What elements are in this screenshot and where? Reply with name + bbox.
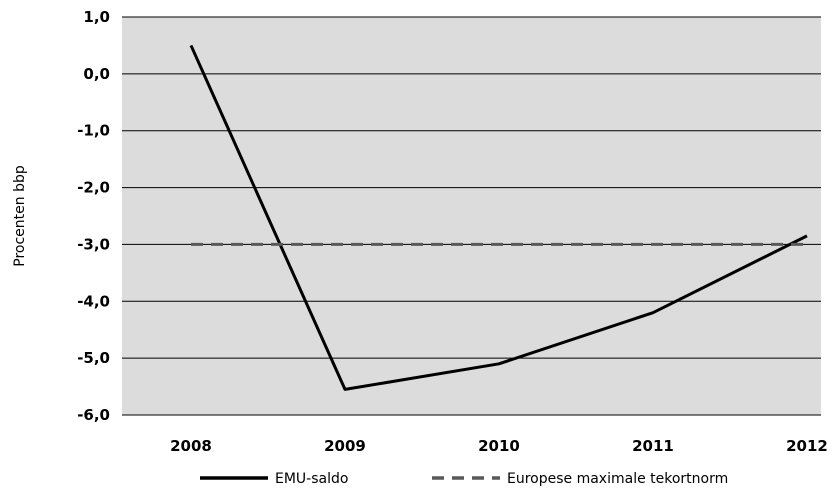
y-tick-label: -1,0 bbox=[77, 122, 110, 140]
x-tick-label: 2011 bbox=[632, 437, 674, 455]
x-tick-label: 2008 bbox=[170, 437, 212, 455]
y-tick-label: -6,0 bbox=[77, 406, 110, 424]
y-tick-label: -2,0 bbox=[77, 179, 110, 197]
series-group bbox=[189, 44, 808, 391]
x-tick-label: 2010 bbox=[478, 437, 520, 455]
y-axis-label: Procenten bbp bbox=[12, 165, 28, 267]
y-tick-label: -5,0 bbox=[77, 349, 110, 367]
y-tick-label: 0,0 bbox=[83, 65, 110, 83]
x-tick-label: 2012 bbox=[786, 437, 828, 455]
y-tick-label: -3,0 bbox=[77, 235, 110, 253]
legend-label-tekortnorm: Europese maximale tekortnorm bbox=[507, 471, 728, 487]
y-tick-label: 1,0 bbox=[83, 8, 110, 26]
legend-label-emu-saldo: EMU-saldo bbox=[275, 471, 348, 487]
y-tick-label: -4,0 bbox=[77, 292, 110, 310]
series-line-emu-saldo bbox=[189, 44, 808, 391]
y-axis-ticks: 1,0 0,0 -1,0 -2,0 -3,0 -4,0 -5,0 -6,0 bbox=[77, 8, 110, 424]
legend: EMU-saldo Europese maximale tekortnorm bbox=[200, 471, 728, 487]
plot-area bbox=[122, 17, 821, 415]
x-axis-ticks: 2008 2009 2010 2011 2012 bbox=[170, 437, 828, 455]
x-tick-label: 2009 bbox=[324, 437, 366, 455]
